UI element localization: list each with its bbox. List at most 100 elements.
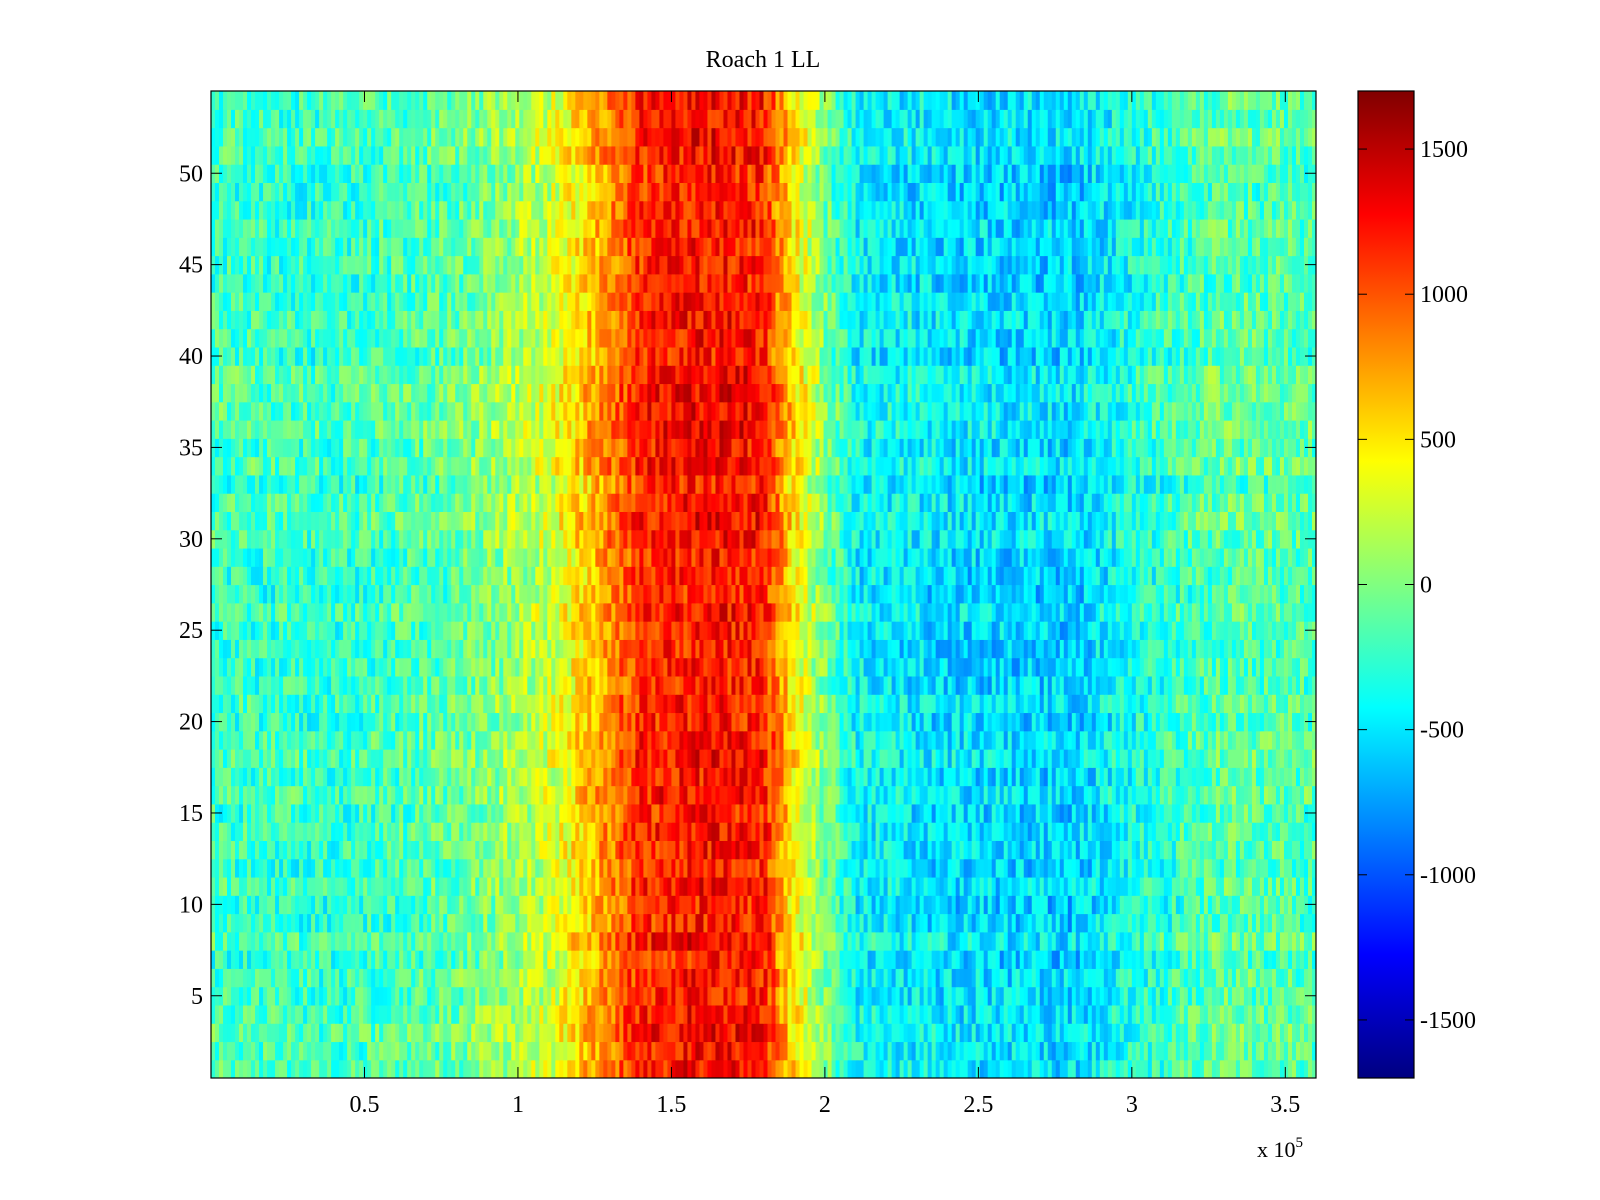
heatmap-cell (267, 731, 272, 750)
heatmap-cell (800, 895, 805, 914)
heatmap-cell (435, 1023, 440, 1042)
heatmap-cell (1056, 1041, 1061, 1060)
heatmap-cell (1244, 749, 1249, 768)
heatmap-cell (856, 822, 861, 841)
heatmap-cell (1292, 840, 1297, 859)
heatmap-cell (395, 877, 400, 896)
heatmap-cell (1244, 968, 1249, 987)
heatmap-cell (964, 932, 969, 951)
heatmap-cell (367, 767, 372, 786)
heatmap-cell (864, 1060, 869, 1079)
heatmap-cell (535, 877, 540, 896)
heatmap-cell (275, 731, 280, 750)
heatmap-cell (1020, 749, 1025, 768)
heatmap-cell (739, 914, 744, 933)
heatmap-cell (723, 1005, 728, 1024)
heatmap-cell (383, 1041, 388, 1060)
heatmap-cell (864, 877, 869, 896)
heatmap-cell (471, 932, 476, 951)
heatmap-cell (892, 895, 897, 914)
heatmap-cell (443, 804, 448, 823)
heatmap-cell (323, 1023, 328, 1042)
heatmap-cell (1148, 950, 1153, 969)
heatmap-cell (679, 840, 684, 859)
heatmap-cell (1084, 895, 1089, 914)
heatmap-cell (679, 914, 684, 933)
heatmap-cell (888, 1005, 893, 1024)
heatmap-cell (507, 1041, 512, 1060)
heatmap-cell (784, 840, 789, 859)
heatmap-cell (695, 950, 700, 969)
heatmap-cell (1180, 895, 1185, 914)
heatmap-cell (331, 950, 336, 969)
heatmap-cell (359, 1023, 364, 1042)
heatmap-cell (311, 1005, 316, 1024)
heatmap-cell (816, 968, 821, 987)
heatmap-cell (627, 859, 632, 878)
heatmap-cell (1080, 1023, 1085, 1042)
heatmap-cell (359, 914, 364, 933)
heatmap-cell (299, 786, 304, 805)
heatmap-cell (251, 767, 256, 786)
heatmap-cell (1252, 950, 1257, 969)
heatmap-cell (912, 859, 917, 878)
heatmap-cell (936, 950, 941, 969)
heatmap-cell (784, 877, 789, 896)
heatmap-cell (331, 895, 336, 914)
heatmap-cell (559, 1023, 564, 1042)
heatmap-cell (932, 749, 937, 768)
heatmap-cell (792, 804, 797, 823)
heatmap-cell (872, 968, 877, 987)
heatmap-cell (295, 950, 300, 969)
heatmap-cell (527, 877, 532, 896)
heatmap-cell (1096, 840, 1101, 859)
heatmap-cell (523, 749, 528, 768)
heatmap-cell (263, 914, 268, 933)
heatmap-cell (1092, 895, 1097, 914)
heatmap-cell (587, 1005, 592, 1024)
heatmap-cell (964, 895, 969, 914)
heatmap-cell (904, 1023, 909, 1042)
heatmap-cell (1276, 950, 1281, 969)
heatmap-cell (968, 749, 973, 768)
heatmap-cell (371, 914, 376, 933)
heatmap-cell (1024, 877, 1029, 896)
heatmap-cell (864, 914, 869, 933)
heatmap-cell (824, 786, 829, 805)
heatmap-cell (315, 840, 320, 859)
heatmap-cell (743, 914, 748, 933)
heatmap-cell (279, 914, 284, 933)
heatmap-cell (920, 950, 925, 969)
heatmap-cell (687, 1060, 692, 1079)
heatmap-cell (1156, 914, 1161, 933)
heatmap-cell (731, 804, 736, 823)
heatmap-cell (359, 877, 364, 896)
heatmap-cell (1060, 1023, 1065, 1042)
heatmap-cell (1284, 914, 1289, 933)
heatmap-cell (1064, 767, 1069, 786)
heatmap-cell (263, 1041, 268, 1060)
heatmap-cell (916, 1005, 921, 1024)
heatmap-cell (687, 749, 692, 768)
heatmap-cell (243, 822, 248, 841)
heatmap-cell (1116, 804, 1121, 823)
heatmap-cell (1284, 786, 1289, 805)
heatmap-cell (371, 895, 376, 914)
heatmap-cell (892, 749, 897, 768)
heatmap-cell (1072, 822, 1077, 841)
heatmap-cell (1004, 822, 1009, 841)
heatmap-cell (651, 987, 656, 1006)
heatmap-cell (1244, 877, 1249, 896)
heatmap-cell (1272, 895, 1277, 914)
heatmap-cell (876, 749, 881, 768)
heatmap-cell (519, 786, 524, 805)
heatmap-cell (539, 840, 544, 859)
heatmap-cell (279, 1005, 284, 1024)
heatmap-cell (840, 895, 845, 914)
heatmap-cell (852, 950, 857, 969)
heatmap-cell (1292, 1041, 1297, 1060)
heatmap-cell (219, 950, 224, 969)
heatmap-cell (723, 804, 728, 823)
heatmap-cell (339, 987, 344, 1006)
heatmap-cell (1272, 1023, 1277, 1042)
